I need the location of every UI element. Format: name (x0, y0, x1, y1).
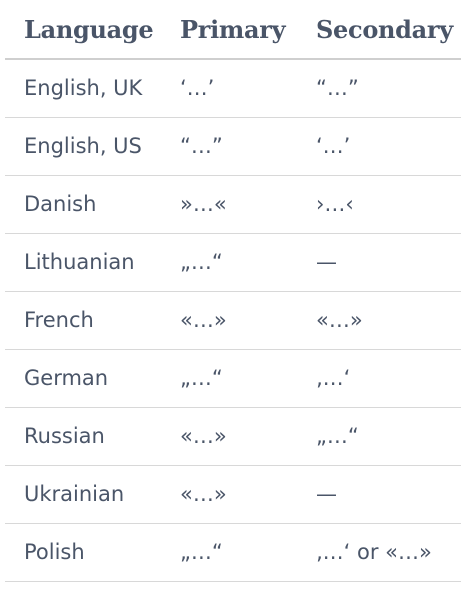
table-row: German „…“ ‚…‘ (5, 349, 461, 408)
secondary-quote-cell: ›…‹ (297, 175, 461, 234)
primary-quote-cell: “…” (161, 117, 297, 176)
table-row: English, UK ‘…’ “…” (5, 59, 461, 118)
secondary-quote-cell: — (297, 233, 461, 292)
language-cell: Ukrainian (5, 465, 161, 524)
primary-quote-cell: »…« (161, 175, 297, 234)
secondary-quote-cell: ‚…‘ (297, 349, 461, 408)
header-row: Language Primary Secondary (5, 0, 461, 60)
primary-quote-cell: „…“ (161, 523, 297, 582)
table-row: Lithuanian „…“ — (5, 233, 461, 292)
secondary-quote-cell: “…” (297, 59, 461, 118)
primary-quote-cell: «…» (161, 465, 297, 524)
table-body: English, UK ‘…’ “…” English, US “…” ‘…’ … (5, 59, 461, 582)
language-cell: French (5, 291, 161, 350)
table-row: Polish „…“ ‚…‘ or «…» (5, 523, 461, 582)
table-row: Danish »…« ›…‹ (5, 175, 461, 234)
language-cell: Russian (5, 407, 161, 466)
table-row: Ukrainian «…» — (5, 465, 461, 524)
language-cell: English, UK (5, 59, 161, 118)
language-cell: Lithuanian (5, 233, 161, 292)
column-header-primary: Primary (161, 0, 297, 60)
primary-quote-cell: „…“ (161, 233, 297, 292)
column-header-language: Language (5, 0, 161, 60)
quotation-marks-table: Language Primary Secondary English, UK ‘… (5, 0, 461, 582)
table-row: English, US “…” ‘…’ (5, 117, 461, 176)
table-row: French «…» «…» (5, 291, 461, 350)
secondary-quote-cell: «…» (297, 291, 461, 350)
quotation-marks-table-container: Language Primary Secondary English, UK ‘… (5, 0, 461, 582)
primary-quote-cell: „…“ (161, 349, 297, 408)
primary-quote-cell: ‘…’ (161, 59, 297, 118)
language-cell: Danish (5, 175, 161, 234)
table-row: Russian «…» „…“ (5, 407, 461, 466)
secondary-quote-cell: ‚…‘ or «…» (297, 523, 461, 582)
language-cell: German (5, 349, 161, 408)
table-header: Language Primary Secondary (5, 0, 461, 60)
column-header-secondary: Secondary (297, 0, 461, 60)
secondary-quote-cell: ‘…’ (297, 117, 461, 176)
secondary-quote-cell: — (297, 465, 461, 524)
language-cell: English, US (5, 117, 161, 176)
secondary-quote-cell: „…“ (297, 407, 461, 466)
primary-quote-cell: «…» (161, 291, 297, 350)
language-cell: Polish (5, 523, 161, 582)
primary-quote-cell: «…» (161, 407, 297, 466)
